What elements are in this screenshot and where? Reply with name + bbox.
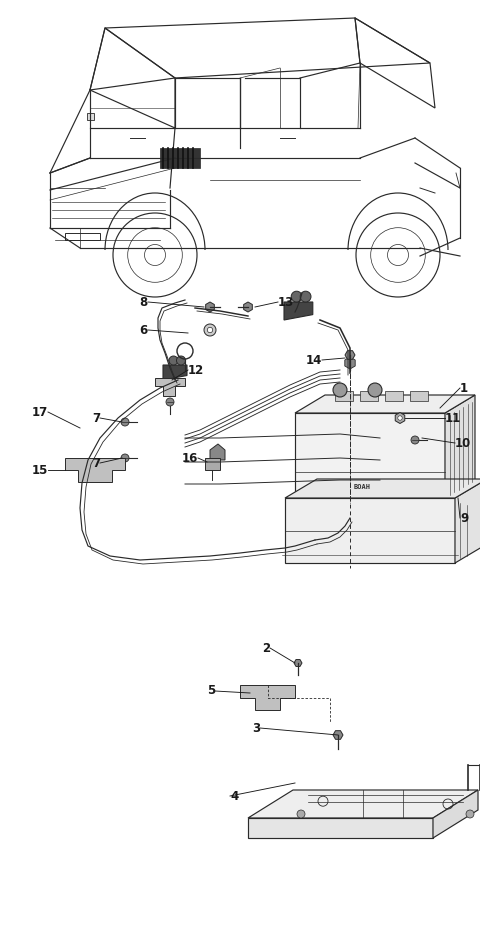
Text: BOAH: BOAH	[354, 483, 371, 490]
Text: 1: 1	[460, 381, 468, 394]
Text: 5: 5	[207, 684, 215, 698]
Polygon shape	[65, 458, 125, 482]
Circle shape	[207, 327, 213, 333]
Polygon shape	[248, 818, 433, 838]
Polygon shape	[285, 498, 455, 563]
Polygon shape	[385, 391, 403, 401]
Polygon shape	[163, 365, 187, 380]
Text: 3: 3	[252, 721, 260, 735]
Circle shape	[169, 356, 178, 365]
Polygon shape	[284, 302, 313, 320]
Polygon shape	[345, 357, 355, 369]
Circle shape	[398, 416, 402, 420]
Text: 9: 9	[460, 512, 468, 524]
Polygon shape	[455, 479, 480, 563]
Circle shape	[204, 324, 216, 336]
Polygon shape	[395, 412, 405, 424]
Text: 16: 16	[181, 451, 198, 465]
Polygon shape	[294, 660, 302, 666]
Polygon shape	[244, 302, 252, 312]
Polygon shape	[210, 444, 225, 460]
Circle shape	[333, 383, 347, 397]
Polygon shape	[410, 391, 428, 401]
Polygon shape	[333, 731, 343, 739]
Polygon shape	[295, 413, 445, 503]
Polygon shape	[155, 378, 185, 396]
Polygon shape	[433, 790, 478, 838]
Polygon shape	[248, 790, 478, 818]
Text: 7: 7	[92, 411, 100, 425]
Circle shape	[368, 383, 382, 397]
Circle shape	[300, 291, 311, 302]
Text: 15: 15	[32, 464, 48, 477]
Polygon shape	[345, 351, 355, 359]
Polygon shape	[240, 685, 295, 710]
Polygon shape	[205, 302, 215, 312]
Text: 13: 13	[278, 296, 294, 308]
Text: 8: 8	[140, 296, 148, 308]
Polygon shape	[285, 479, 480, 498]
Polygon shape	[295, 395, 475, 413]
Text: 4: 4	[230, 790, 238, 803]
Text: 11: 11	[445, 411, 461, 425]
Circle shape	[121, 418, 129, 426]
Circle shape	[466, 810, 474, 818]
Circle shape	[121, 454, 129, 462]
Polygon shape	[205, 458, 220, 470]
Polygon shape	[445, 395, 475, 503]
Text: 6: 6	[140, 323, 148, 337]
Text: 7: 7	[92, 457, 100, 469]
Text: 17: 17	[32, 406, 48, 418]
Circle shape	[177, 356, 185, 365]
Polygon shape	[360, 391, 378, 401]
Polygon shape	[87, 113, 94, 120]
Circle shape	[166, 398, 174, 406]
Text: 10: 10	[455, 436, 471, 449]
Circle shape	[411, 436, 419, 444]
Circle shape	[291, 291, 302, 302]
Circle shape	[297, 810, 305, 818]
Text: 14: 14	[306, 354, 322, 367]
Polygon shape	[335, 391, 353, 401]
Text: 12: 12	[188, 363, 204, 376]
Text: 2: 2	[262, 642, 270, 654]
Polygon shape	[160, 148, 200, 168]
